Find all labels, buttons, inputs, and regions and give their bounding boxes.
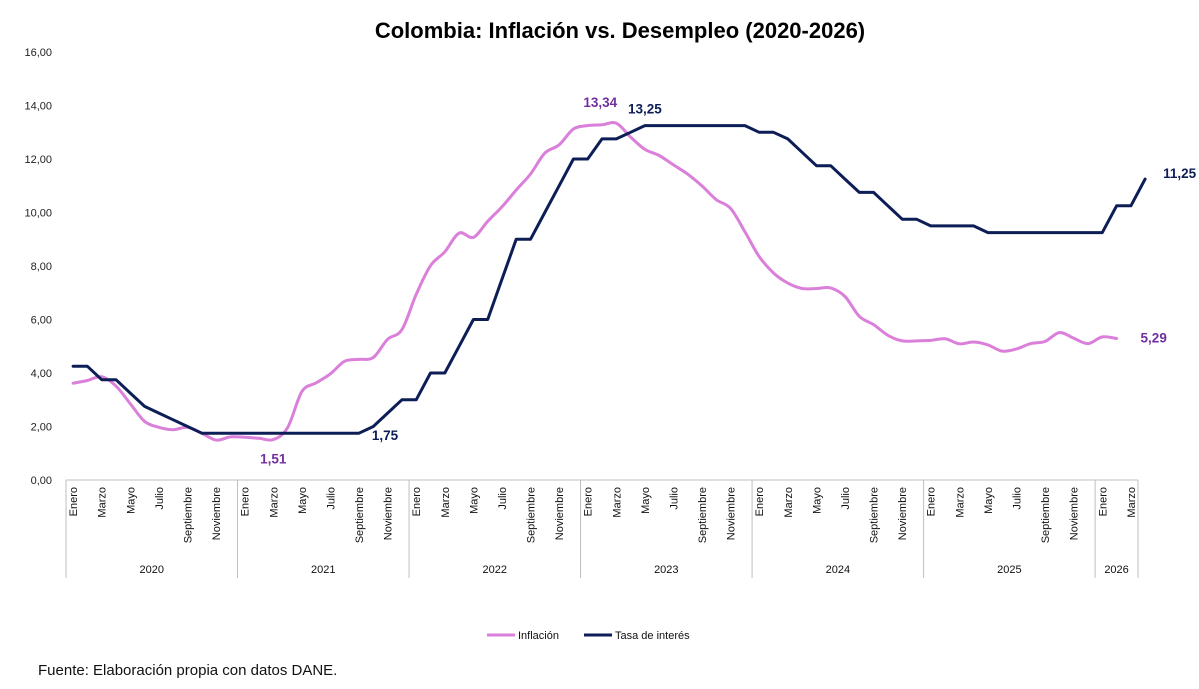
- x-tick-label: Enero: [926, 487, 938, 516]
- x-tick-label: Septiembre: [354, 487, 366, 543]
- x-tick-label: Enero: [1097, 487, 1109, 516]
- x-tick-label: Marzo: [1126, 487, 1138, 518]
- x-tick-label: Enero: [240, 487, 252, 516]
- x-tick-label: Mayo: [297, 487, 309, 514]
- series-line-tasa-de-interes: [71, 124, 1147, 435]
- legend-label: Tasa de interés: [615, 630, 690, 642]
- data-annotations: 13,34 1,51 5,29 13,25 1,75 11,25: [260, 95, 1197, 466]
- x-tick-label: Marzo: [440, 487, 452, 518]
- year-label: 2022: [483, 564, 507, 576]
- data-label: 13,25: [628, 102, 662, 117]
- x-tick-label: Enero: [411, 487, 423, 516]
- legend: Inflación Tasa de interés: [487, 630, 690, 642]
- x-tick-label: Marzo: [954, 487, 966, 518]
- y-tick-label: 8,00: [31, 261, 52, 273]
- x-tick-label: Septiembre: [1040, 487, 1052, 543]
- data-label: 11,25: [1163, 166, 1197, 181]
- chart-title: Colombia: Inflación vs. Desempleo (2020-…: [375, 18, 865, 43]
- x-axis: Enero Marzo Mayo Julio Septiembre Noviembre En…: [65, 479, 1139, 578]
- y-axis-ticks: 0,00 2,00 4,00 6,00 8,00 10,00 12,00 14,00 16,00: [24, 47, 52, 487]
- source-note: Fuente: Elaboración propia con datos DAN…: [38, 662, 338, 679]
- x-tick-label: Noviembre: [1069, 487, 1081, 540]
- x-tick-label: Mayo: [811, 487, 823, 514]
- x-tick-label: Noviembre: [554, 487, 566, 540]
- y-tick-label: 0,00: [31, 475, 52, 487]
- x-tick-label: Julio: [1012, 487, 1024, 510]
- x-tick-label: Julio: [668, 487, 680, 510]
- x-tick-label: Julio: [325, 487, 337, 510]
- y-tick-label: 6,00: [31, 315, 52, 327]
- legend-label: Inflación: [518, 630, 559, 642]
- data-label: 1,51: [260, 452, 287, 467]
- year-label: 2020: [140, 564, 164, 576]
- x-tick-label: Noviembre: [897, 487, 909, 540]
- year-label: 2023: [654, 564, 678, 576]
- year-label: 2025: [997, 564, 1021, 576]
- series-line-inflacion: [71, 121, 1119, 442]
- year-label: 2024: [826, 564, 850, 576]
- y-tick-label: 12,00: [24, 154, 52, 166]
- year-label: 2026: [1104, 564, 1128, 576]
- x-tick-label: Septiembre: [526, 487, 538, 543]
- x-tick-label: Septiembre: [182, 487, 194, 543]
- x-tick-label: Mayo: [125, 487, 137, 514]
- series-lines: [71, 121, 1147, 442]
- x-tick-label: Septiembre: [869, 487, 881, 543]
- x-tick-label: Julio: [840, 487, 852, 510]
- x-tick-label: Noviembre: [211, 487, 223, 540]
- y-tick-label: 10,00: [24, 208, 52, 220]
- x-tick-label: Marzo: [97, 487, 109, 518]
- y-tick-label: 4,00: [31, 368, 52, 380]
- data-label: 5,29: [1141, 330, 1167, 345]
- y-tick-label: 16,00: [24, 47, 52, 59]
- data-label: 1,75: [372, 428, 399, 443]
- x-tick-label: Enero: [754, 487, 766, 516]
- year-label: 2021: [311, 564, 335, 576]
- x-tick-label: Septiembre: [697, 487, 709, 543]
- x-tick-label: Marzo: [783, 487, 795, 518]
- y-tick-label: 2,00: [31, 422, 52, 434]
- x-tick-label: Marzo: [268, 487, 280, 518]
- x-tick-label: Noviembre: [726, 487, 738, 540]
- x-tick-label: Noviembre: [383, 487, 395, 540]
- x-tick-label: Marzo: [611, 487, 623, 518]
- data-label: 13,34: [583, 95, 617, 110]
- x-tick-label: Mayo: [983, 487, 995, 514]
- y-tick-label: 14,00: [24, 101, 52, 113]
- x-tick-label: Enero: [68, 487, 80, 516]
- x-tick-label: Julio: [497, 487, 509, 510]
- x-tick-label: Mayo: [640, 487, 652, 514]
- x-tick-label: Enero: [583, 487, 595, 516]
- x-tick-label: Julio: [154, 487, 166, 510]
- x-tick-label: Mayo: [468, 487, 480, 514]
